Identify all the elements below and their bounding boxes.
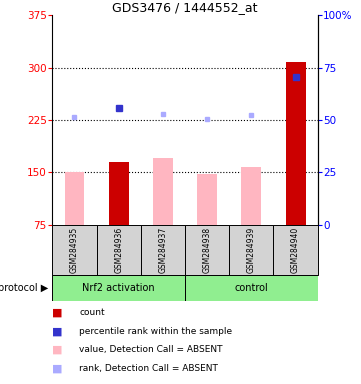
Bar xyxy=(286,62,305,225)
Text: control: control xyxy=(235,283,268,293)
Text: ■: ■ xyxy=(52,345,63,355)
Text: GSM284938: GSM284938 xyxy=(203,227,212,273)
Text: ■: ■ xyxy=(52,308,63,318)
Bar xyxy=(229,225,274,275)
Text: ■: ■ xyxy=(52,326,63,336)
Text: Nrf2 activation: Nrf2 activation xyxy=(82,283,155,293)
Text: GSM284935: GSM284935 xyxy=(70,227,79,273)
Text: GSM284940: GSM284940 xyxy=(291,227,300,273)
Bar xyxy=(185,225,229,275)
Bar xyxy=(197,174,217,225)
Text: protocol ▶: protocol ▶ xyxy=(0,283,49,293)
Bar xyxy=(52,275,185,301)
Bar xyxy=(274,225,318,275)
Title: GDS3476 / 1444552_at: GDS3476 / 1444552_at xyxy=(112,1,258,14)
Bar xyxy=(185,275,318,301)
Text: GSM284936: GSM284936 xyxy=(114,227,123,273)
Bar xyxy=(65,172,84,225)
Bar xyxy=(242,167,261,225)
Bar xyxy=(52,225,97,275)
Text: value, Detection Call = ABSENT: value, Detection Call = ABSENT xyxy=(79,345,223,354)
Text: ■: ■ xyxy=(52,363,63,373)
Bar xyxy=(141,225,185,275)
Text: rank, Detection Call = ABSENT: rank, Detection Call = ABSENT xyxy=(79,364,218,373)
Bar xyxy=(153,158,173,225)
Bar xyxy=(109,162,129,225)
Text: percentile rank within the sample: percentile rank within the sample xyxy=(79,327,232,336)
Text: GSM284937: GSM284937 xyxy=(158,227,168,273)
Bar xyxy=(97,225,141,275)
Text: GSM284939: GSM284939 xyxy=(247,227,256,273)
Text: count: count xyxy=(79,308,105,318)
